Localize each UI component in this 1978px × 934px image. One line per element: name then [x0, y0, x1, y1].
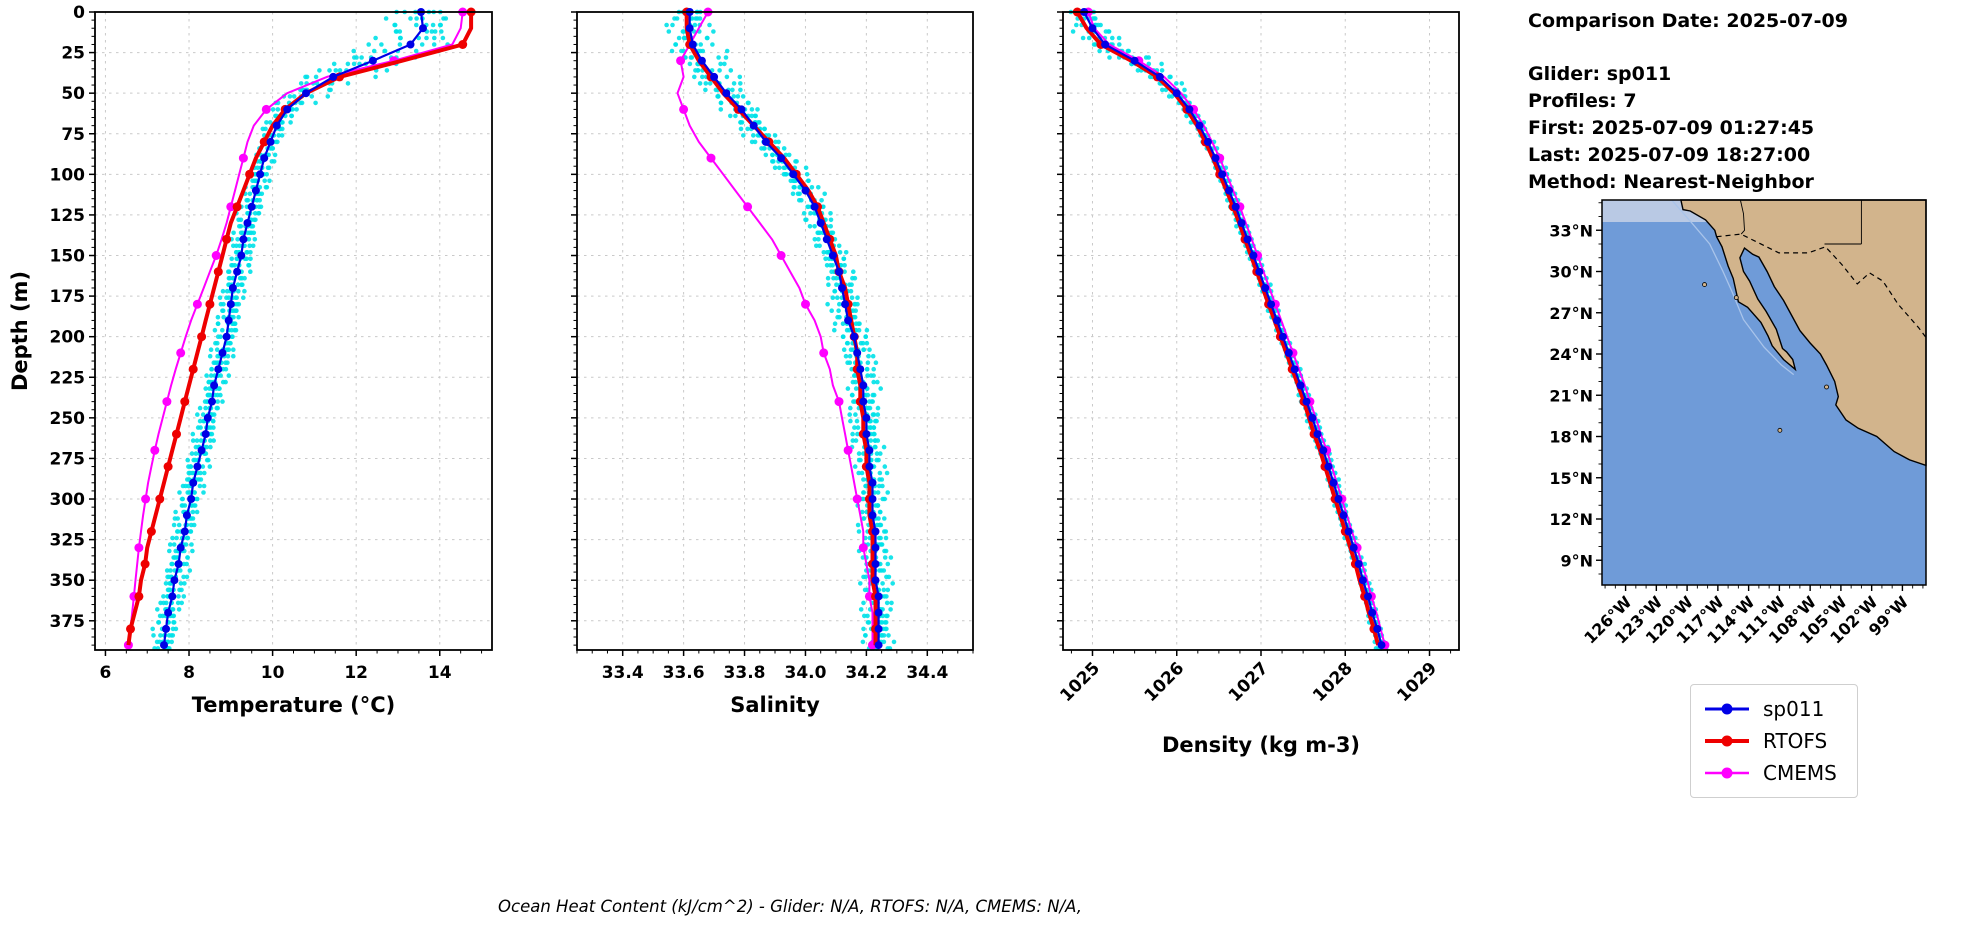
svg-text:1025: 1025 — [1056, 658, 1104, 706]
svg-text:12: 12 — [344, 663, 368, 683]
info-profiles: Profiles: 7 — [1528, 90, 1637, 112]
svg-text:9°N: 9°N — [1560, 551, 1593, 570]
svg-text:Salinity: Salinity — [730, 693, 820, 717]
series-sp011 — [160, 8, 427, 650]
series-sp011 — [685, 8, 883, 650]
svg-text:225: 225 — [50, 368, 86, 388]
svg-text:34.4: 34.4 — [906, 663, 948, 683]
svg-text:30°N: 30°N — [1549, 263, 1593, 282]
svg-text:325: 325 — [50, 531, 86, 551]
svg-text:21°N: 21°N — [1549, 386, 1593, 405]
glider-scatter — [1068, 9, 1389, 651]
svg-text:25: 25 — [61, 44, 85, 64]
svg-text:Density (kg m-3): Density (kg m-3) — [1162, 733, 1360, 757]
svg-text:1027: 1027 — [1225, 658, 1273, 706]
glider-scatter — [150, 9, 450, 651]
country-border — [1716, 233, 1927, 338]
svg-text:75: 75 — [61, 125, 85, 145]
svg-text:8: 8 — [183, 663, 195, 683]
svg-text:200: 200 — [50, 328, 86, 348]
legend-label: RTOFS — [1763, 729, 1828, 753]
svg-text:175: 175 — [50, 287, 86, 307]
svg-text:Temperature (°C): Temperature (°C) — [192, 693, 395, 717]
svg-text:0: 0 — [73, 3, 85, 23]
legend-line-sample — [1705, 767, 1749, 779]
location-map: 33°N 30°N 27°N 24°N 21°N 18°N 15°N 12°N 9°N 126°W… — [1549, 199, 1927, 648]
svg-text:250: 250 — [50, 409, 86, 429]
series-RTOFS — [1072, 7, 1381, 646]
info-last: Last: 2025-07-09 18:27:00 — [1528, 144, 1811, 166]
info-comparison-date: Comparison Date: 2025-07-09 — [1528, 10, 1848, 32]
legend-item-RTOFS: RTOFS — [1703, 725, 1837, 757]
islands — [1702, 282, 1829, 433]
info-glider: Glider: sp011 — [1528, 63, 1672, 85]
svg-text:33.8: 33.8 — [724, 663, 766, 683]
lon-axis: 126°W123°W120°W117°W114°W111°W108°W105°W… — [1580, 585, 1924, 648]
svg-text:150: 150 — [50, 247, 86, 267]
svg-text:6: 6 — [100, 663, 112, 683]
svg-text:1028: 1028 — [1309, 658, 1357, 706]
legend-label: sp011 — [1763, 697, 1825, 721]
svg-text:125: 125 — [50, 206, 86, 226]
y-axis — [571, 11, 577, 646]
svg-text:33.4: 33.4 — [602, 663, 644, 683]
comparison-info-panel: Comparison Date: 2025-07-09 Glider: sp01… — [1528, 8, 1848, 196]
svg-text:300: 300 — [50, 490, 86, 510]
y-axis: 0 25 50 75 100 125 150 175 200 225 250 275 300 325 350… — [50, 3, 95, 646]
series-CMEMS — [1083, 7, 1390, 650]
lat-axis: 33°N 30°N 27°N 24°N 21°N 18°N 15°N 12°N 9°N — [1549, 202, 1602, 575]
legend-line-sample — [1705, 703, 1749, 715]
svg-text:10: 10 — [261, 663, 285, 683]
svg-text:275: 275 — [50, 449, 86, 469]
legend-line-sample — [1705, 735, 1749, 747]
series-sp011 — [1080, 8, 1386, 650]
svg-text:12°N: 12°N — [1549, 510, 1593, 529]
state-borders — [1739, 199, 1862, 245]
svg-text:Depth (m): Depth (m) — [8, 271, 32, 391]
info-first: First: 2025-07-09 01:27:45 — [1528, 117, 1815, 139]
svg-text:1026: 1026 — [1141, 658, 1189, 706]
svg-text:18°N: 18°N — [1549, 428, 1593, 447]
gridlines — [577, 11, 973, 650]
svg-text:24°N: 24°N — [1549, 345, 1593, 364]
temperature-profile-chart: 6 8 10 12 14 0 25 50 75 100 125 150 175 200 225 250 275 3… — [8, 3, 493, 717]
svg-text:34.0: 34.0 — [784, 663, 826, 683]
salinity-profile-chart: 33.4 33.6 33.8 34.0 34.2 34.4 Salinity — [571, 7, 974, 717]
x-axis: 33.4 33.6 33.8 34.0 34.2 34.4 — [576, 650, 974, 683]
svg-text:15°N: 15°N — [1549, 469, 1593, 488]
legend-label: CMEMS — [1763, 761, 1837, 785]
glider-scatter — [664, 9, 897, 651]
svg-text:50: 50 — [61, 84, 85, 104]
svg-text:33°N: 33°N — [1549, 221, 1593, 240]
svg-text:33.6: 33.6 — [663, 663, 705, 683]
y-axis — [1057, 11, 1063, 646]
gridlines — [1063, 11, 1459, 650]
svg-text:350: 350 — [50, 571, 86, 591]
bathymetry-contour — [1671, 199, 1795, 376]
ocean-heat-content-caption: Ocean Heat Content (kJ/cm^2) - Glider: N… — [498, 897, 1082, 916]
chart-legend: sp011 RTOFS CMEMS — [1690, 684, 1858, 798]
svg-text:100: 100 — [50, 165, 86, 185]
svg-text:34.2: 34.2 — [845, 663, 887, 683]
x-axis: 6 8 10 12 14 — [100, 650, 483, 683]
legend-item-CMEMS: CMEMS — [1703, 757, 1837, 789]
svg-text:27°N: 27°N — [1549, 304, 1593, 323]
svg-text:14: 14 — [428, 663, 452, 683]
land-north-america — [1680, 199, 1927, 467]
info-method: Method: Nearest-Neighbor — [1528, 171, 1814, 193]
legend-item-sp011: sp011 — [1703, 693, 1837, 725]
series-CMEMS — [676, 7, 877, 650]
svg-text:375: 375 — [50, 612, 86, 632]
svg-text:1029: 1029 — [1393, 658, 1441, 706]
info-spacer — [1528, 35, 1848, 61]
x-axis: 1025 1026 1027 1028 1029 — [1056, 650, 1452, 706]
density-profile-chart: 1025 1026 1027 1028 1029 Density (kg m-3) — [1056, 7, 1460, 757]
